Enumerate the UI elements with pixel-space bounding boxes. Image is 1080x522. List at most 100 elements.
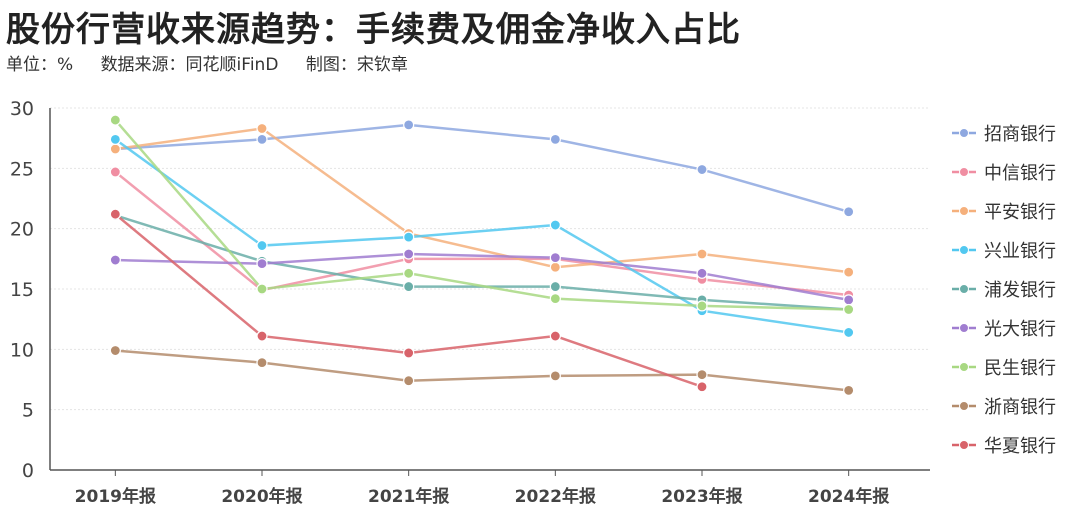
legend-marker (959, 128, 969, 138)
legend-item: 平安银行 (952, 202, 1056, 223)
legend-item: 浦发银行 (952, 280, 1056, 301)
x-tick-label: 2021年报 (368, 486, 449, 507)
series-8 (109, 344, 855, 396)
data-point (109, 133, 121, 145)
series-line (114, 138, 849, 334)
data-point (549, 252, 561, 264)
series-line (114, 170, 849, 297)
y-tick-label: 30 (10, 98, 34, 120)
data-point (256, 258, 268, 270)
data-point (403, 375, 415, 387)
data-point (843, 303, 855, 316)
legend-marker (959, 362, 969, 372)
data-point (549, 293, 561, 305)
data-point (403, 267, 415, 279)
legend-label: 浦发银行 (984, 280, 1056, 301)
legend-marker (959, 323, 969, 333)
data-point (843, 266, 855, 278)
legend-marker (959, 167, 969, 177)
series-line (115, 349, 849, 392)
legend-marker (959, 206, 969, 216)
unit-label: 单位：% (6, 55, 74, 75)
legend-marker (959, 284, 969, 294)
series-6 (109, 248, 855, 306)
legend-marker (959, 440, 969, 450)
legend-marker (959, 245, 969, 255)
data-point (549, 370, 561, 382)
series-line (115, 252, 849, 302)
legend-marker (959, 401, 969, 411)
y-tick-label: 25 (10, 158, 34, 180)
data-point (843, 326, 855, 339)
data-point (843, 384, 855, 396)
data-point (696, 300, 708, 312)
data-point (549, 219, 561, 231)
data-point (109, 114, 121, 126)
data-point (403, 280, 415, 293)
legend-label: 光大银行 (984, 319, 1056, 340)
data-point (696, 369, 708, 381)
legend-label: 中信银行 (984, 163, 1056, 184)
series-9 (109, 208, 708, 393)
data-point (256, 122, 268, 135)
series-line (115, 127, 849, 274)
y-tick-label: 5 (22, 400, 34, 422)
data-point (256, 330, 268, 342)
data-point (403, 119, 415, 131)
data-point (549, 133, 561, 145)
data-point (696, 163, 708, 176)
y-tick-label: 15 (10, 279, 34, 301)
data-point (403, 248, 415, 260)
legend-item: 华夏银行 (952, 436, 1056, 457)
chart-subtitle: 单位：% 数据来源：同花顺iFinD 制图：宋钦章 (6, 50, 430, 75)
legend-item: 兴业银行 (952, 241, 1056, 262)
legend-label: 招商银行 (984, 124, 1056, 145)
series-line (114, 119, 849, 311)
legend-label: 浙商银行 (984, 397, 1056, 418)
data-point (403, 231, 415, 243)
series-4 (109, 133, 855, 339)
legend-label: 民生银行 (984, 358, 1056, 379)
series-line (115, 123, 850, 213)
legend-item: 民生银行 (952, 358, 1056, 379)
data-point (696, 267, 708, 279)
data-point (109, 143, 121, 155)
legend-label: 兴业银行 (984, 241, 1056, 262)
data-point (403, 347, 415, 359)
data-point (549, 261, 561, 273)
data-point (549, 330, 561, 342)
chart-title: 股份行营收来源趋势：手续费及佣金净收入占比 (6, 10, 741, 50)
legend-label: 平安银行 (984, 202, 1056, 223)
legend-item: 光大银行 (952, 319, 1056, 340)
data-point (109, 344, 121, 357)
series-7 (109, 114, 855, 316)
x-tick-label: 2020年报 (221, 486, 302, 507)
source-label: 数据来源：同花顺iFinD (100, 55, 279, 75)
data-point (696, 381, 708, 393)
data-point (109, 166, 121, 178)
data-point (109, 208, 121, 220)
series-3 (109, 122, 855, 278)
y-tick-label: 0 (22, 460, 34, 482)
x-tick-label: 2023年报 (661, 486, 742, 507)
data-point (256, 133, 268, 145)
legend-label: 华夏银行 (984, 436, 1056, 457)
legend-item: 浙商银行 (952, 397, 1056, 418)
data-point (256, 357, 268, 369)
data-point (843, 206, 855, 218)
author-label: 制图：宋钦章 (305, 55, 408, 75)
data-point (843, 294, 855, 306)
y-tick-label: 10 (10, 339, 34, 361)
x-tick-label: 2022年报 (515, 486, 596, 507)
data-point (549, 280, 561, 293)
x-tick-label: 2019年报 (75, 486, 156, 507)
data-point (109, 254, 121, 266)
data-point (256, 283, 268, 295)
data-point (256, 239, 268, 252)
legend-item: 中信银行 (952, 163, 1056, 184)
x-tick-label: 2024年报 (808, 486, 889, 507)
y-tick-label: 20 (10, 219, 34, 241)
data-point (696, 248, 708, 260)
legend-item: 招商银行 (952, 124, 1056, 145)
